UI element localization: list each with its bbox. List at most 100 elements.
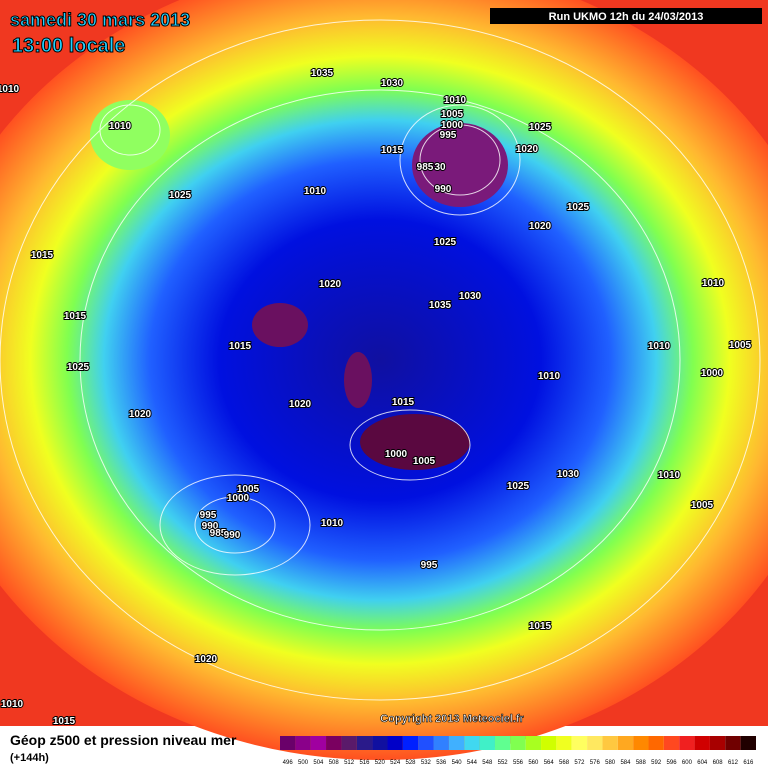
isobar-label: 990 bbox=[224, 530, 241, 541]
legend-label: 588 bbox=[636, 760, 647, 766]
isobar-label: 1010 bbox=[444, 95, 467, 106]
isobar-label: 1020 bbox=[289, 399, 312, 410]
isobar-label: 1010 bbox=[538, 371, 561, 382]
isobar-label: 1025 bbox=[567, 202, 590, 213]
isobar-label: 1010 bbox=[0, 84, 20, 95]
legend-label: 604 bbox=[697, 760, 708, 766]
isobar-labels: 1035103010101010101010051000995102510151… bbox=[0, 67, 753, 728]
isobar-label: 1015 bbox=[64, 311, 87, 322]
isobar-label: 30 bbox=[434, 162, 446, 173]
legend-label: 536 bbox=[436, 760, 447, 766]
isobar-label: 1020 bbox=[516, 144, 539, 155]
legend-swatch bbox=[571, 736, 588, 750]
legend-label: 552 bbox=[498, 760, 509, 766]
legend-label: 568 bbox=[559, 760, 570, 766]
isobar-label: 1010 bbox=[304, 186, 327, 197]
isobar-label: 1030 bbox=[381, 78, 404, 89]
isobar-label: 1025 bbox=[434, 237, 457, 248]
legend-swatch bbox=[648, 736, 664, 750]
legend-swatch bbox=[556, 736, 572, 750]
legend-swatch bbox=[310, 736, 327, 750]
isobar-label: 1010 bbox=[658, 470, 681, 481]
isobar-label: 1015 bbox=[381, 145, 404, 156]
legend-swatch bbox=[694, 736, 710, 750]
legend-label: 608 bbox=[713, 760, 724, 766]
legend-label: 580 bbox=[605, 760, 616, 766]
isobar-label: 1005 bbox=[441, 109, 464, 120]
legend-label: 544 bbox=[467, 760, 478, 766]
legend-swatch bbox=[448, 736, 465, 750]
legend-label: 560 bbox=[528, 760, 539, 766]
legend-swatch bbox=[479, 736, 495, 750]
isobar-label: 1020 bbox=[129, 409, 152, 420]
subtitle: 13:00 locale bbox=[12, 35, 125, 57]
legend-swatch bbox=[387, 736, 403, 750]
field-blob bbox=[90, 100, 170, 170]
isobar-label: 1010 bbox=[1, 699, 24, 710]
legend-swatch bbox=[402, 736, 419, 750]
isobar-label: 1015 bbox=[53, 716, 76, 727]
legend-swatch bbox=[494, 736, 511, 750]
legend-label: 612 bbox=[728, 760, 739, 766]
legend-swatch bbox=[418, 736, 434, 750]
legend-swatch bbox=[617, 736, 634, 750]
isobar-label: 1005 bbox=[729, 340, 752, 351]
copyright: Copyright 2013 Meteociel.fr bbox=[380, 713, 524, 725]
legend-label: 496 bbox=[283, 760, 294, 766]
legend: 496 500 504 508 512 516 520 524 528 532 536 540 544 5… bbox=[280, 736, 756, 766]
legend-swatch bbox=[633, 736, 649, 750]
low-blob bbox=[344, 352, 372, 408]
isobar-label: 1010 bbox=[702, 278, 725, 289]
isobar-label: 1015 bbox=[229, 341, 252, 352]
legend-swatch bbox=[372, 736, 388, 750]
legend-label: 504 bbox=[313, 760, 324, 766]
legend-swatch bbox=[725, 736, 741, 750]
isobar-label: 1010 bbox=[109, 121, 132, 132]
legend-swatch bbox=[740, 736, 756, 750]
legend-label: 556 bbox=[513, 760, 524, 766]
isobar-label: 1000 bbox=[701, 368, 724, 379]
legend-swatch bbox=[679, 736, 695, 750]
isobar-label: 1005 bbox=[691, 500, 714, 511]
legend-swatch bbox=[525, 736, 542, 750]
legend-label: 524 bbox=[390, 760, 401, 766]
legend-label: 512 bbox=[344, 760, 355, 766]
isobar-label: 995 bbox=[200, 510, 217, 521]
isobar-label: 1015 bbox=[529, 621, 552, 632]
legend-label: 596 bbox=[667, 760, 678, 766]
legend-swatch bbox=[341, 736, 357, 750]
low-blob bbox=[412, 123, 508, 207]
isobar-label: 1005 bbox=[413, 456, 436, 467]
legend-swatch bbox=[280, 736, 296, 750]
isobar-label: 995 bbox=[440, 130, 457, 141]
legend-label: 584 bbox=[620, 760, 631, 766]
footer-title: Géop z500 et pression niveau mer bbox=[10, 732, 237, 748]
legend-swatch bbox=[602, 736, 618, 750]
isobar-label: 1000 bbox=[441, 120, 464, 131]
isobar-label: 1035 bbox=[429, 300, 452, 311]
isobar-label: 1020 bbox=[195, 654, 218, 665]
low-blob bbox=[252, 303, 308, 347]
isobar-label: 1025 bbox=[67, 362, 90, 373]
legend-label: 576 bbox=[590, 760, 601, 766]
legend-label: 508 bbox=[329, 760, 340, 766]
legend-label: 616 bbox=[743, 760, 754, 766]
isobar-label: 1015 bbox=[392, 397, 415, 408]
legend-label: 528 bbox=[406, 760, 417, 766]
isobar-label: 990 bbox=[435, 184, 452, 195]
legend-swatch bbox=[541, 736, 557, 750]
isobar-label: 1025 bbox=[169, 190, 192, 201]
isobar-label: 995 bbox=[421, 560, 438, 571]
legend-label: 520 bbox=[375, 760, 386, 766]
legend-swatch bbox=[295, 736, 311, 750]
isobar-label: 1025 bbox=[529, 122, 552, 133]
run-label: Run UKMO 12h du 24/03/2013 bbox=[549, 11, 704, 23]
isobar-label: 990 bbox=[202, 521, 219, 532]
footer-step: (+144h) bbox=[10, 752, 49, 764]
run-box bbox=[490, 8, 762, 24]
low-blob bbox=[360, 414, 470, 470]
isobar-label: 985 bbox=[417, 162, 434, 173]
legend-label: 516 bbox=[359, 760, 370, 766]
